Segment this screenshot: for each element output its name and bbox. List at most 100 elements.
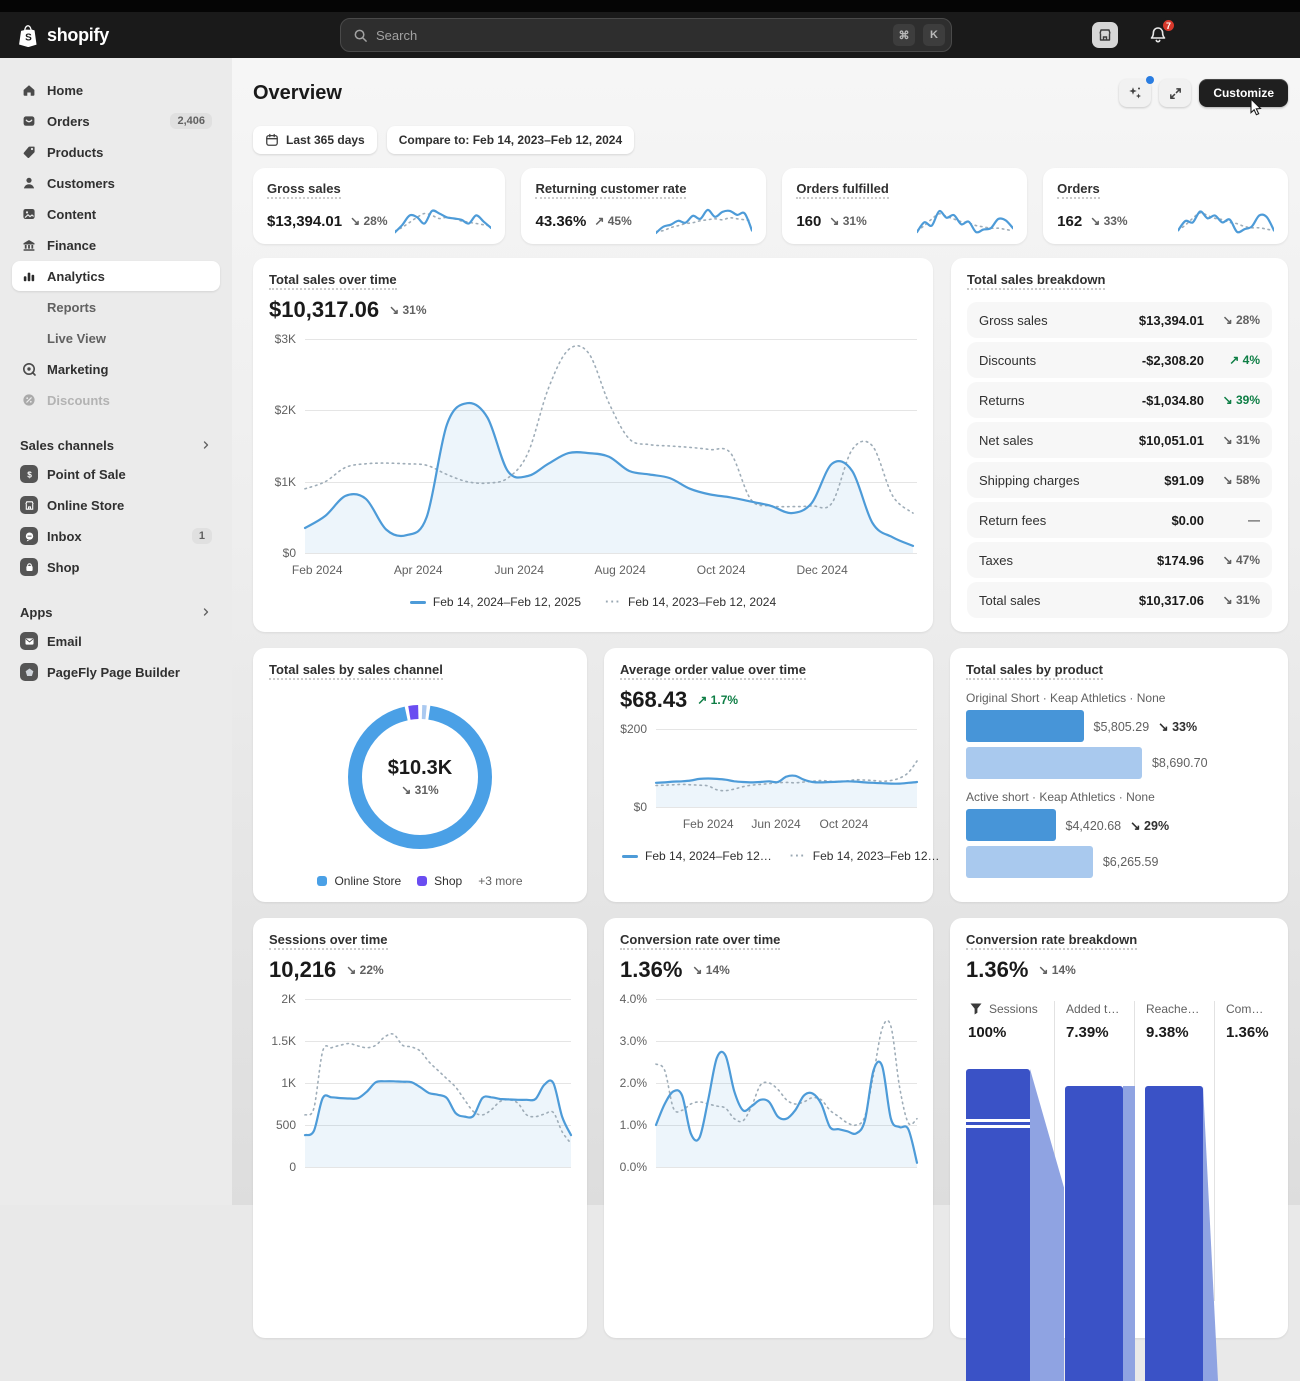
- store-avatar[interactable]: [1092, 22, 1118, 48]
- y-axis-tick: 0: [289, 1160, 296, 1174]
- breakdown-row: Gross sales$13,394.01↘ 28%: [967, 302, 1272, 338]
- insights-button[interactable]: [1119, 79, 1151, 107]
- kpi-card-returning-customer-rate: Returning customer rate43.36%↗ 45%: [521, 168, 766, 244]
- sidebar-item-customers[interactable]: Customers: [12, 168, 220, 198]
- sidebar-item-shop[interactable]: Shop: [12, 552, 220, 582]
- page-title: Overview: [253, 82, 342, 105]
- metric-value: $68.43: [620, 687, 687, 713]
- x-axis-tick: Feb 2024: [683, 817, 734, 831]
- apps-label: Apps: [20, 605, 53, 620]
- total-sales-breakdown-card: Total sales breakdown Gross sales$13,394…: [951, 258, 1288, 632]
- funnel-step-label: Added t…: [1066, 1001, 1134, 1017]
- y-axis-tick: 1K: [281, 1076, 296, 1090]
- notifications-button[interactable]: 7: [1148, 25, 1168, 45]
- breakdown-row: Return fees$0.00—: [967, 502, 1272, 538]
- marketing-icon: [20, 361, 38, 377]
- search-placeholder: Search: [376, 28, 885, 43]
- channel-donut-chart: $10.3K↘ 31%: [345, 702, 495, 852]
- y-axis-tick: $1K: [275, 475, 296, 489]
- funnel-bar-divider: [966, 1125, 1030, 1128]
- sessions-over-time-title[interactable]: Sessions over time: [269, 932, 388, 950]
- funnel-connector: [1030, 1069, 1064, 1381]
- expand-icon: [1168, 86, 1183, 101]
- sidebar-section-apps[interactable]: Apps: [12, 600, 220, 624]
- sparkline-chart: [917, 206, 1013, 236]
- sidebar-item-live-view[interactable]: Live View: [12, 323, 220, 353]
- customers-icon: [20, 175, 38, 191]
- y-axis-tick: 500: [276, 1118, 296, 1132]
- calendar-icon: [265, 133, 279, 147]
- legend-item[interactable]: Feb 14, 2024–Feb 12…: [622, 849, 772, 863]
- kpi-title[interactable]: Gross sales: [267, 181, 341, 199]
- sidebar-item-label: Reports: [47, 300, 96, 315]
- sidebar-item-point-of-sale[interactable]: $Point of Sale: [12, 459, 220, 489]
- sidebar-item-email[interactable]: Email: [12, 626, 220, 656]
- funnel-connector: [1123, 1086, 1135, 1381]
- legend-item[interactable]: Online Store: [317, 874, 401, 888]
- total-sales-over-time-title[interactable]: Total sales over time: [269, 272, 397, 290]
- kpi-value: $13,394.01: [267, 213, 342, 230]
- sidebar-item-products[interactable]: Products: [12, 137, 220, 167]
- legend-item[interactable]: ···Feb 14, 2023–Feb 12, 2024: [605, 595, 776, 609]
- total-sales-by-channel-title[interactable]: Total sales by sales channel: [269, 662, 443, 680]
- sidebar-item-inbox[interactable]: Inbox1: [12, 521, 220, 551]
- sidebar-nav-apps: EmailPageFly Page Builder: [0, 626, 232, 687]
- y-axis-tick: 1.5K: [271, 1034, 296, 1048]
- donut-center-value: $10.3K↘ 31%: [345, 702, 495, 852]
- metric-value: 1.36%: [620, 957, 682, 983]
- legend-item[interactable]: Feb 14, 2024–Feb 12, 2025: [410, 595, 581, 609]
- date-range-filter[interactable]: Last 365 days: [253, 126, 377, 154]
- point-of-sale-icon: $: [20, 465, 38, 483]
- sidebar-item-analytics[interactable]: Analytics: [12, 261, 220, 291]
- shopify-logo[interactable]: S shopify: [0, 23, 232, 47]
- sidebar-item-reports[interactable]: Reports: [12, 292, 220, 322]
- average-order-value-title[interactable]: Average order value over time: [620, 662, 806, 680]
- total-sales-by-product-title[interactable]: Total sales by product: [966, 662, 1103, 680]
- sidebar-item-label: Finance: [47, 238, 96, 253]
- total-sales-breakdown-title[interactable]: Total sales breakdown: [967, 272, 1105, 290]
- donut-legend: Online Store Shop +3 more: [269, 874, 571, 888]
- conversion-rate-over-time-title[interactable]: Conversion rate over time: [620, 932, 780, 950]
- legend-item[interactable]: Shop: [417, 874, 462, 888]
- y-axis-tick: 0.0%: [620, 1160, 647, 1174]
- y-axis-tick: $3K: [275, 332, 296, 346]
- legend-item[interactable]: ···Feb 14, 2023–Feb 12…: [790, 849, 940, 863]
- conversion-rate-breakdown-title[interactable]: Conversion rate breakdown: [966, 932, 1137, 950]
- y-axis-tick: $0: [283, 546, 296, 560]
- expand-button[interactable]: [1159, 79, 1191, 107]
- breakdown-value: $174.96: [1157, 553, 1204, 568]
- kpi-title[interactable]: Orders: [1057, 181, 1100, 199]
- sidebar-item-discounts[interactable]: Discounts: [12, 385, 220, 415]
- sidebar-item-home[interactable]: Home: [12, 75, 220, 105]
- conversion-rate-breakdown-card: Conversion rate breakdown 1.36%↘ 14% Ses…: [950, 918, 1288, 1338]
- sidebar-item-online-store[interactable]: Online Store: [12, 490, 220, 520]
- main-content: Overview Customize: [232, 58, 1300, 1205]
- x-axis-labels: Feb 2024Jun 2024Oct 2024: [656, 817, 917, 837]
- search-input[interactable]: Search ⌘ K: [340, 18, 952, 52]
- breakdown-label: Taxes: [979, 553, 1013, 568]
- sidebar-item-orders[interactable]: Orders2,406: [12, 106, 220, 136]
- customize-button[interactable]: Customize: [1199, 79, 1288, 107]
- kpi-title[interactable]: Orders fulfilled: [796, 181, 888, 199]
- pagefly-icon: [20, 663, 38, 681]
- sidebar-item-content[interactable]: Content: [12, 199, 220, 229]
- delta-down: ↘ 31%: [401, 783, 438, 797]
- breakdown-value: -$2,308.20: [1142, 353, 1204, 368]
- sidebar-item-label: Inbox: [47, 529, 82, 544]
- more-channels-label[interactable]: +3 more: [478, 874, 522, 888]
- new-indicator-dot: [1146, 76, 1154, 84]
- delta-down: ↘ 47%: [1223, 553, 1260, 567]
- sidebar-section-sales-channels[interactable]: Sales channels: [12, 433, 220, 457]
- sidebar-item-pagefly-page-builder[interactable]: PageFly Page Builder: [12, 657, 220, 687]
- delta-down: ↘ 28%: [350, 214, 387, 228]
- funnel-connector: [1203, 1086, 1218, 1381]
- sidebar-item-marketing[interactable]: Marketing: [12, 354, 220, 384]
- metric-value: 10,216: [269, 957, 336, 983]
- sidebar-item-finance[interactable]: Finance: [12, 230, 220, 260]
- compare-filter[interactable]: Compare to: Feb 14, 2023–Feb 12, 2024: [387, 126, 634, 154]
- legend-label: Feb 14, 2024–Feb 12, 2025: [433, 595, 581, 609]
- breakdown-row: Discounts-$2,308.20↗ 4%: [967, 342, 1272, 378]
- delta-down: ↘ 28%: [1223, 313, 1260, 327]
- kpi-title[interactable]: Returning customer rate: [535, 181, 686, 199]
- shop-icon: [20, 558, 38, 576]
